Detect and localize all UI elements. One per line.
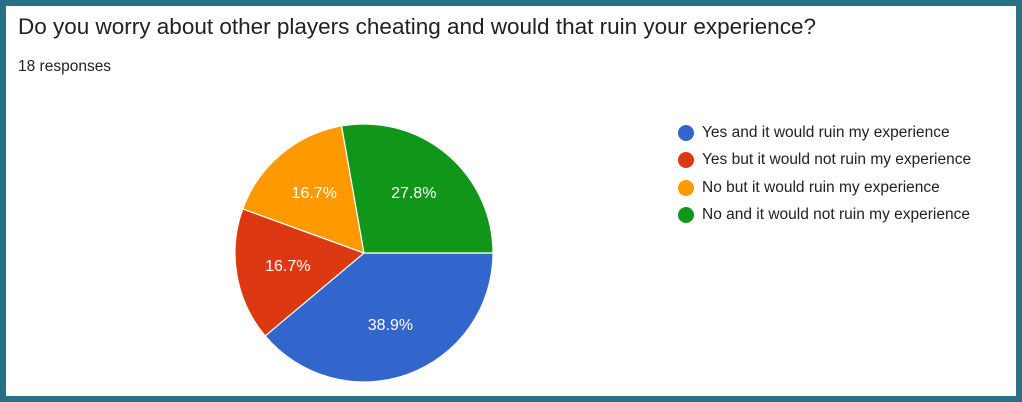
legend-label: No and it would not ruin my experience <box>702 206 970 224</box>
legend-item-4[interactable]: No and it would not ruin my experience <box>678 202 1016 230</box>
legend-item-2[interactable]: Yes but it would not ruin my experience <box>678 147 1016 175</box>
pie-slice-2[interactable] <box>234 208 366 337</box>
legend-item-3[interactable]: No but it would ruin my experience <box>678 174 1016 202</box>
legend-swatch-icon <box>678 152 694 169</box>
pie-slice-4[interactable] <box>340 123 494 254</box>
pie-slice-3[interactable] <box>242 125 365 254</box>
legend-label: Yes but it would not ruin my experience <box>702 151 972 169</box>
legend-label: No but it would ruin my experience <box>702 178 940 196</box>
slice-percent-label-1: 38.9% <box>368 317 413 334</box>
chart-legend: Yes and it would ruin my experience Yes b… <box>678 119 1016 229</box>
pie-slice-1[interactable] <box>264 252 494 383</box>
slice-percent-label-3: 16.7% <box>292 185 337 202</box>
chart-question-title: Do you worry about other players cheatin… <box>18 14 816 39</box>
legend-swatch-icon <box>678 124 694 141</box>
legend-swatch-icon <box>678 179 694 196</box>
legend-swatch-icon <box>678 207 694 224</box>
response-count: 18 responses <box>18 58 112 75</box>
slice-percent-label-2: 16.7% <box>265 258 310 275</box>
slice-percent-label-4: 27.8% <box>391 185 436 202</box>
legend-item-1[interactable]: Yes and it would ruin my experience <box>678 119 1016 147</box>
legend-label: Yes and it would ruin my experience <box>702 123 950 141</box>
